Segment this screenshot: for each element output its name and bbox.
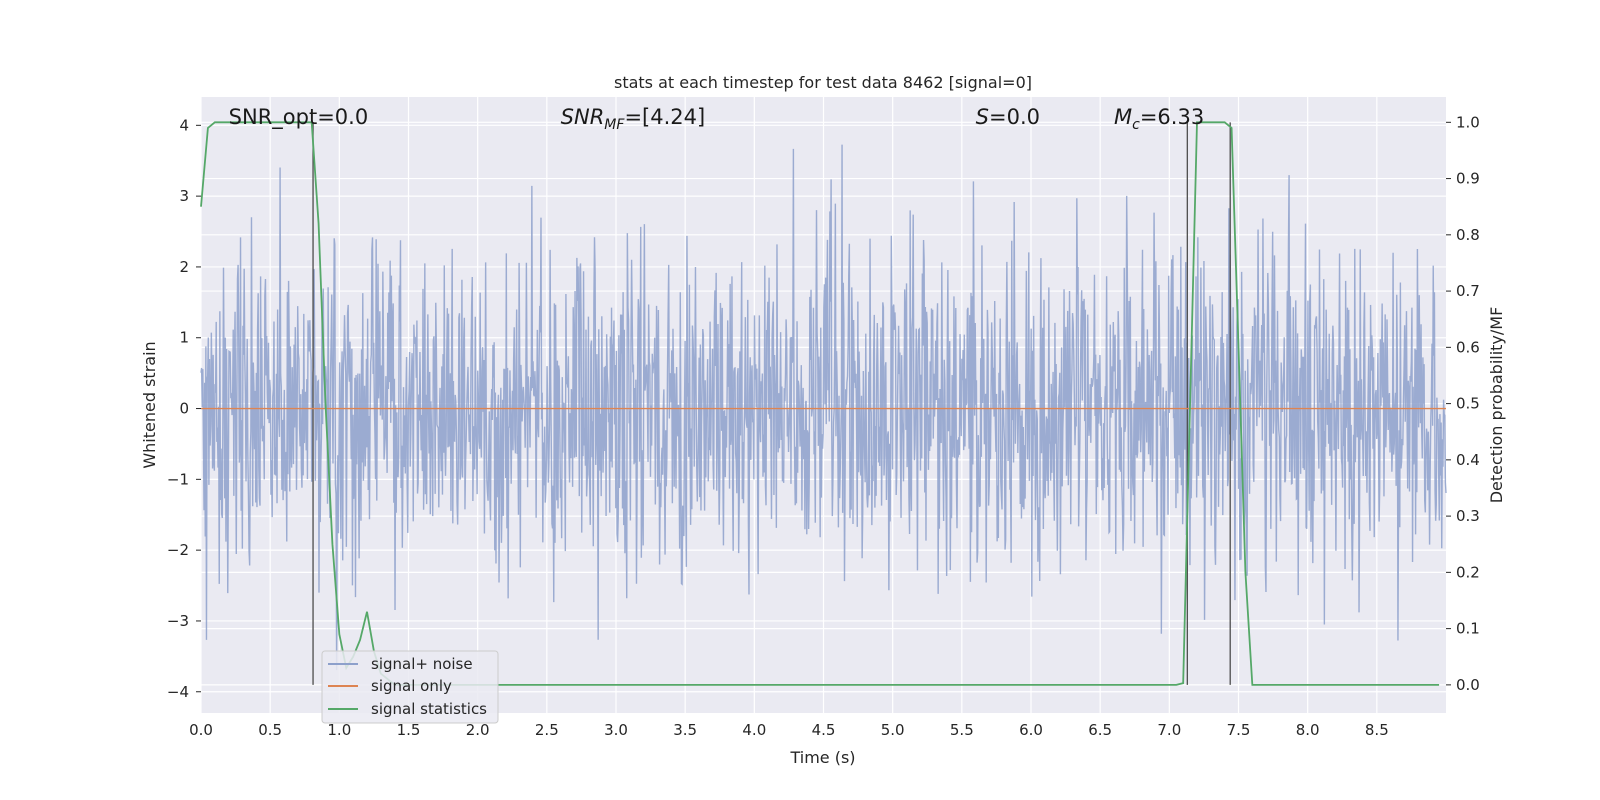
chart-title: stats at each timestep for test data 846… <box>614 73 1032 92</box>
noise-series <box>200 144 1447 671</box>
annotation-s-stat: S=0.0 <box>976 105 1040 129</box>
y-tick-label: 0 <box>179 400 189 418</box>
x-tick-label: 7.0 <box>1157 721 1181 739</box>
y-tick-label: 2 <box>179 258 189 276</box>
y2-axis-label: Detection probability/MF <box>1487 307 1506 504</box>
annotations: SNR_opt=0.0 SNRMF=[4.24] S=0.0 Mc=6.33 <box>229 105 1205 133</box>
x-tick-label: 1.5 <box>397 721 421 739</box>
y2-tick-label: 0.8 <box>1456 226 1480 244</box>
x-tick-label: 3.0 <box>604 721 628 739</box>
annotation-chirp-mass: Mc=6.33 <box>1114 105 1204 133</box>
x-tick-label: 5.0 <box>881 721 905 739</box>
x-tick-label: 8.5 <box>1365 721 1389 739</box>
y2-tick-label: 0.0 <box>1456 676 1480 694</box>
y2-tick-label: 0.1 <box>1456 620 1480 638</box>
y2-tick-label: 0.4 <box>1456 451 1480 469</box>
annotation-snr-mf: SNRMF=[4.24] <box>561 105 706 133</box>
y-axis-label: Whitened strain <box>140 341 159 468</box>
y2-tick-label: 0.5 <box>1456 395 1480 413</box>
legend-label-stats: signal statistics <box>371 700 487 718</box>
x-tick-label: 0.5 <box>258 721 282 739</box>
y-tick-label: −4 <box>167 683 189 701</box>
x-tick-label: 4.0 <box>742 721 766 739</box>
y-tick-label: 3 <box>179 187 189 205</box>
y-tick-label: −2 <box>167 541 189 559</box>
x-tick-label: 2.0 <box>466 721 490 739</box>
series-signal-noise <box>200 144 1447 671</box>
vertical-markers <box>312 122 1231 685</box>
x-tick-label: 8.0 <box>1296 721 1320 739</box>
legend-label-noise: signal+ noise <box>371 655 473 673</box>
x-tick-label: 5.5 <box>950 721 974 739</box>
x-tick-label: 2.5 <box>535 721 559 739</box>
x-tick-label: 0.0 <box>189 721 213 739</box>
legend-label-signal: signal only <box>371 677 452 695</box>
y2-tick-label: 0.7 <box>1456 282 1480 300</box>
annotation-snr-opt: SNR_opt=0.0 <box>229 105 369 130</box>
x-tick-label: 3.5 <box>673 721 697 739</box>
ticks: 0.0 0.5 1.0 1.5 2.0 2.5 3.0 3.5 4.0 4.5 5.0 5.5 6.0 6… <box>167 113 1480 739</box>
y2-tick-label: 0.6 <box>1456 338 1480 356</box>
x-tick-label: 4.5 <box>812 721 836 739</box>
y2-tick-label: 0.2 <box>1456 563 1480 581</box>
y2-tick-label: 1.0 <box>1456 113 1480 131</box>
legend-box <box>321 650 499 724</box>
x-tick-label: 6.5 <box>1088 721 1112 739</box>
y-tick-label: 4 <box>179 116 189 134</box>
x-axis-label: Time (s) <box>789 748 855 767</box>
x-tick-label: 1.0 <box>327 721 351 739</box>
y-tick-label: −1 <box>167 470 189 488</box>
y-tick-label: −3 <box>167 612 189 630</box>
y-tick-label: 1 <box>179 329 189 347</box>
y2-tick-label: 0.3 <box>1456 507 1480 525</box>
x-tick-label: 6.0 <box>1019 721 1043 739</box>
x-tick-label: 7.5 <box>1227 721 1251 739</box>
y2-tick-label: 0.9 <box>1456 170 1480 188</box>
legend: signal+ noise signal only signal statist… <box>321 650 499 724</box>
